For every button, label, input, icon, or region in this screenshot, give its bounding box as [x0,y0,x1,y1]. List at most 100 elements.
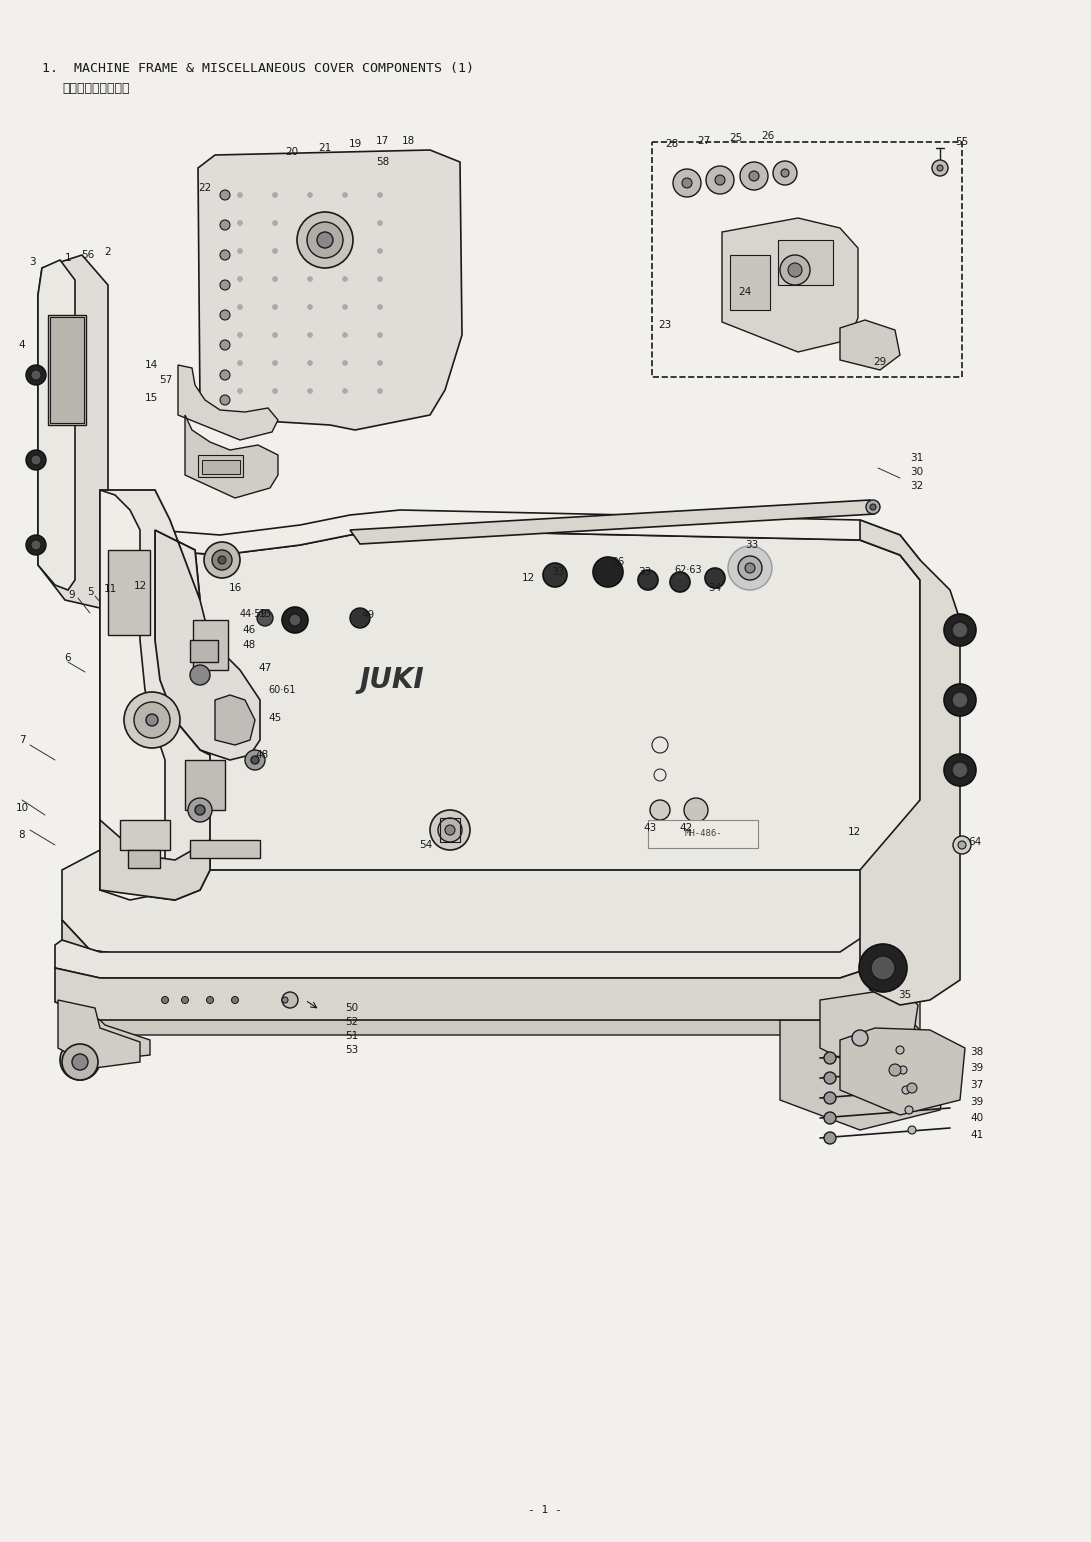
Circle shape [343,276,348,282]
Text: 28: 28 [666,139,679,150]
Polygon shape [197,150,461,430]
Circle shape [902,1086,910,1093]
Bar [652,142,962,376]
Polygon shape [840,321,900,370]
Circle shape [308,221,312,225]
Text: 45: 45 [268,712,281,723]
Circle shape [899,1066,907,1073]
Polygon shape [100,490,165,901]
Text: 30: 30 [910,467,923,476]
Circle shape [788,264,802,278]
Text: 52: 52 [345,1018,358,1027]
Text: 26: 26 [762,131,775,140]
Text: 48: 48 [255,749,268,760]
Circle shape [307,222,343,258]
Circle shape [944,685,976,715]
Text: 41: 41 [970,1130,983,1140]
Circle shape [273,193,277,197]
Polygon shape [62,921,910,1019]
Polygon shape [100,820,209,901]
Circle shape [952,692,968,708]
Circle shape [870,504,876,510]
Circle shape [906,1106,913,1113]
Circle shape [952,762,968,779]
Circle shape [181,996,189,1004]
Bar [128,850,160,868]
Circle shape [195,805,205,816]
Text: 43: 43 [644,823,657,833]
Text: 18: 18 [401,136,415,146]
Circle shape [684,799,708,822]
Text: 57: 57 [159,375,172,386]
Circle shape [846,328,870,352]
Polygon shape [185,415,278,498]
Circle shape [212,550,232,571]
Text: 4: 4 [19,339,25,350]
Text: - 1 -: - 1 - [528,1505,562,1514]
Circle shape [245,749,265,769]
Text: 5: 5 [86,588,94,597]
Circle shape [308,389,312,393]
Circle shape [188,799,212,822]
Text: 33: 33 [551,567,565,577]
Circle shape [958,840,966,850]
Circle shape [220,250,230,261]
Text: 64: 64 [969,837,982,847]
Polygon shape [155,530,260,760]
Circle shape [706,167,734,194]
Text: 25: 25 [730,133,743,143]
Polygon shape [38,254,108,608]
Bar [50,318,84,423]
Circle shape [273,333,277,338]
Text: 47: 47 [257,663,272,672]
Bar [190,840,260,857]
Text: 51: 51 [345,1032,358,1041]
Polygon shape [722,217,858,352]
Text: 35: 35 [898,990,912,1001]
Circle shape [350,608,370,628]
Circle shape [220,370,230,379]
Circle shape [72,1052,88,1069]
Bar [648,820,758,848]
Text: 33: 33 [638,567,651,577]
Circle shape [594,557,623,588]
Circle shape [218,557,226,564]
Text: 39: 39 [970,1062,983,1073]
Circle shape [944,754,976,786]
Circle shape [220,395,230,406]
Circle shape [728,546,772,591]
Text: 38: 38 [970,1047,983,1056]
Text: 11: 11 [104,584,117,594]
Circle shape [238,221,242,225]
Circle shape [308,304,312,310]
Text: 62·63: 62·63 [674,564,702,575]
Circle shape [220,190,230,200]
Circle shape [238,276,242,282]
Circle shape [377,333,383,338]
Text: 36: 36 [611,557,625,567]
Circle shape [220,281,230,290]
Circle shape [238,361,242,365]
Bar [440,817,460,842]
Text: 8: 8 [19,830,25,840]
Circle shape [273,304,277,310]
Text: 31: 31 [910,453,923,463]
Text: 10: 10 [15,803,28,813]
Text: 37: 37 [970,1079,983,1090]
Circle shape [543,563,567,588]
Polygon shape [780,1019,950,1130]
Circle shape [206,996,214,1004]
Circle shape [238,389,242,393]
Circle shape [437,817,461,842]
Circle shape [377,221,383,225]
Text: 48: 48 [242,640,255,651]
Circle shape [944,614,976,646]
Circle shape [377,361,383,365]
Circle shape [257,611,273,626]
Text: 21: 21 [319,143,332,153]
Circle shape [430,810,470,850]
Text: 12: 12 [848,827,861,837]
Circle shape [308,248,312,253]
Circle shape [824,1132,836,1144]
Circle shape [866,500,880,513]
